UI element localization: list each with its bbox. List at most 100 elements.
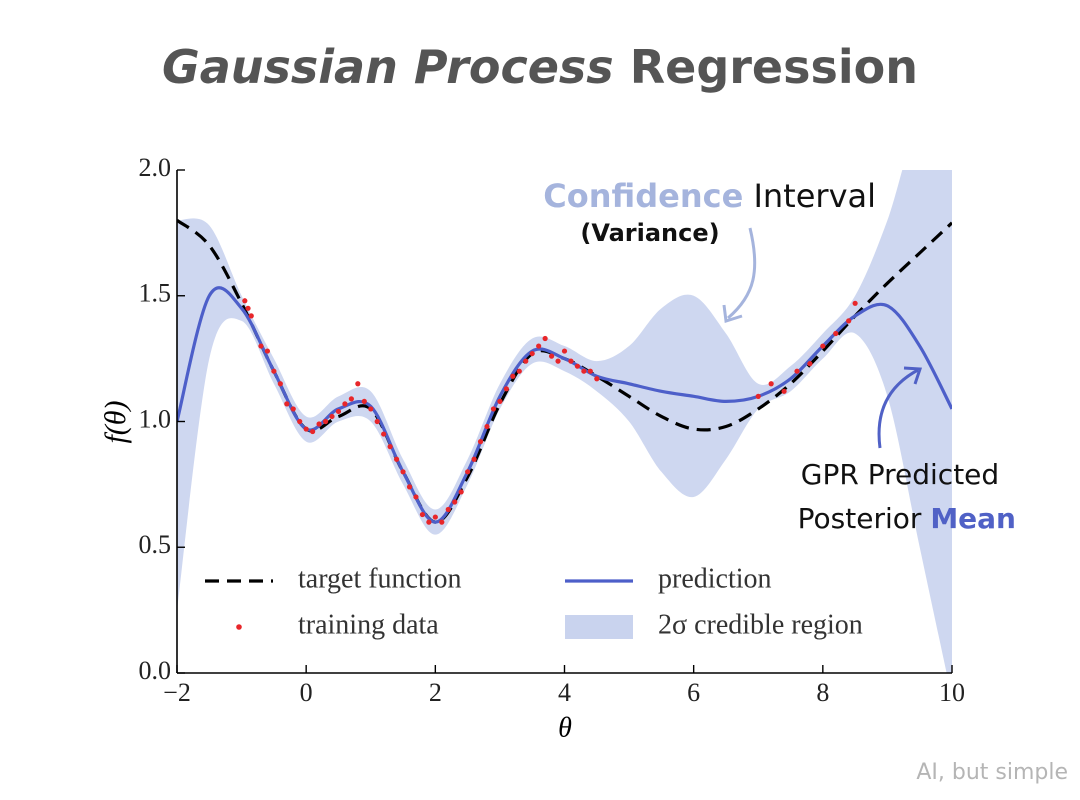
training-point	[426, 519, 432, 525]
training-point	[510, 373, 516, 379]
training-point	[503, 386, 509, 392]
training-point	[561, 348, 568, 354]
legend-swatch	[565, 615, 633, 639]
x-tick-label: 0	[300, 678, 313, 707]
training-point	[258, 343, 264, 349]
training-point	[342, 401, 348, 407]
training-point	[277, 381, 283, 387]
mean-arrow	[877, 368, 919, 449]
training-point	[368, 406, 374, 412]
training-point	[523, 358, 529, 364]
training-point	[490, 406, 497, 412]
x-tick-label: 6	[687, 678, 700, 707]
training-point	[248, 313, 254, 319]
training-point	[387, 444, 393, 450]
y-tick-label: 2.0	[139, 153, 172, 182]
confidence-annotation: Confidence Interval	[543, 177, 876, 215]
y-tick-label: 0.5	[139, 530, 172, 559]
training-point	[329, 413, 335, 420]
training-point	[393, 456, 400, 462]
training-point	[264, 348, 271, 354]
y-axis-label: f(θ)	[99, 400, 132, 443]
x-tick-label: 4	[558, 678, 571, 707]
training-point	[271, 368, 277, 374]
variance-label: (Variance)	[580, 219, 719, 247]
training-point	[594, 376, 600, 382]
training-point	[542, 335, 548, 342]
training-point	[374, 418, 380, 425]
training-point	[290, 406, 296, 412]
training-point	[242, 298, 248, 304]
training-point	[400, 469, 406, 475]
title-regular: Regression	[630, 40, 918, 94]
interval-word: Interval	[753, 177, 876, 215]
plot-area: −2 0 2 4 6 8 10 0.0 0.5 1.0 1.5 2.0 target function p…	[139, 153, 966, 707]
mean-word: Mean	[930, 502, 1016, 535]
training-point	[361, 398, 367, 404]
training-point	[245, 305, 251, 311]
training-point	[355, 381, 361, 387]
training-point	[297, 418, 303, 425]
training-point	[316, 421, 322, 427]
training-point	[581, 368, 587, 374]
confidence-word: Confidence	[543, 177, 743, 215]
training-point	[497, 398, 503, 404]
training-point	[568, 358, 574, 364]
legend-label: training data	[298, 609, 439, 640]
mean-annotation-line2: Posterior Mean	[798, 502, 1016, 535]
training-point	[310, 428, 316, 435]
training-point	[794, 368, 800, 374]
training-point	[465, 469, 471, 475]
mean-annotation-line1: GPR Predicted	[801, 458, 999, 491]
x-tick-label: 10	[939, 678, 965, 707]
training-point	[781, 388, 787, 394]
legend-label: prediction	[658, 563, 772, 594]
title-italic: Gaussian Process	[162, 40, 614, 94]
training-point	[348, 396, 354, 402]
training-point	[484, 423, 490, 430]
training-point	[406, 484, 413, 490]
training-point	[284, 401, 290, 407]
training-point	[322, 418, 329, 425]
y-tick-label: 1.5	[139, 279, 172, 308]
watermark: AI, but simple	[916, 760, 1068, 785]
chart-title: Gaussian Process Regression	[162, 40, 918, 94]
training-point	[439, 519, 445, 525]
mean-arrowhead	[903, 366, 923, 385]
confidence-arrow	[727, 227, 757, 320]
training-point	[381, 431, 387, 437]
training-point	[445, 506, 451, 513]
y-tick-label: 1.0	[139, 404, 172, 433]
training-point	[477, 439, 484, 445]
training-point	[516, 368, 522, 374]
training-point	[458, 489, 464, 495]
training-point	[846, 318, 852, 324]
legend-label: target function	[298, 563, 462, 594]
training-point	[555, 358, 561, 364]
y-tick-label: 0.0	[139, 656, 172, 685]
training-point	[587, 368, 593, 374]
training-point	[529, 350, 535, 357]
x-tick-label: 8	[816, 678, 829, 707]
plot-clip-group	[177, 170, 952, 673]
posterior-word: Posterior	[798, 502, 922, 535]
training-point	[852, 300, 858, 306]
legend-swatch	[236, 624, 242, 630]
training-point	[820, 343, 826, 349]
training-point	[335, 408, 342, 415]
legend-label: 2σ credible region	[658, 609, 863, 640]
training-point	[303, 426, 309, 432]
x-axis-label: θ	[558, 712, 572, 743]
training-point	[471, 456, 477, 462]
training-point	[432, 514, 438, 520]
training-point	[548, 353, 555, 359]
training-point	[768, 381, 774, 387]
training-point	[807, 361, 813, 367]
training-point	[452, 499, 458, 505]
training-point	[833, 330, 839, 337]
confidence-arrowhead	[722, 304, 743, 323]
training-point	[419, 511, 426, 518]
training-point	[413, 494, 419, 500]
x-tick-label: −2	[163, 678, 191, 707]
